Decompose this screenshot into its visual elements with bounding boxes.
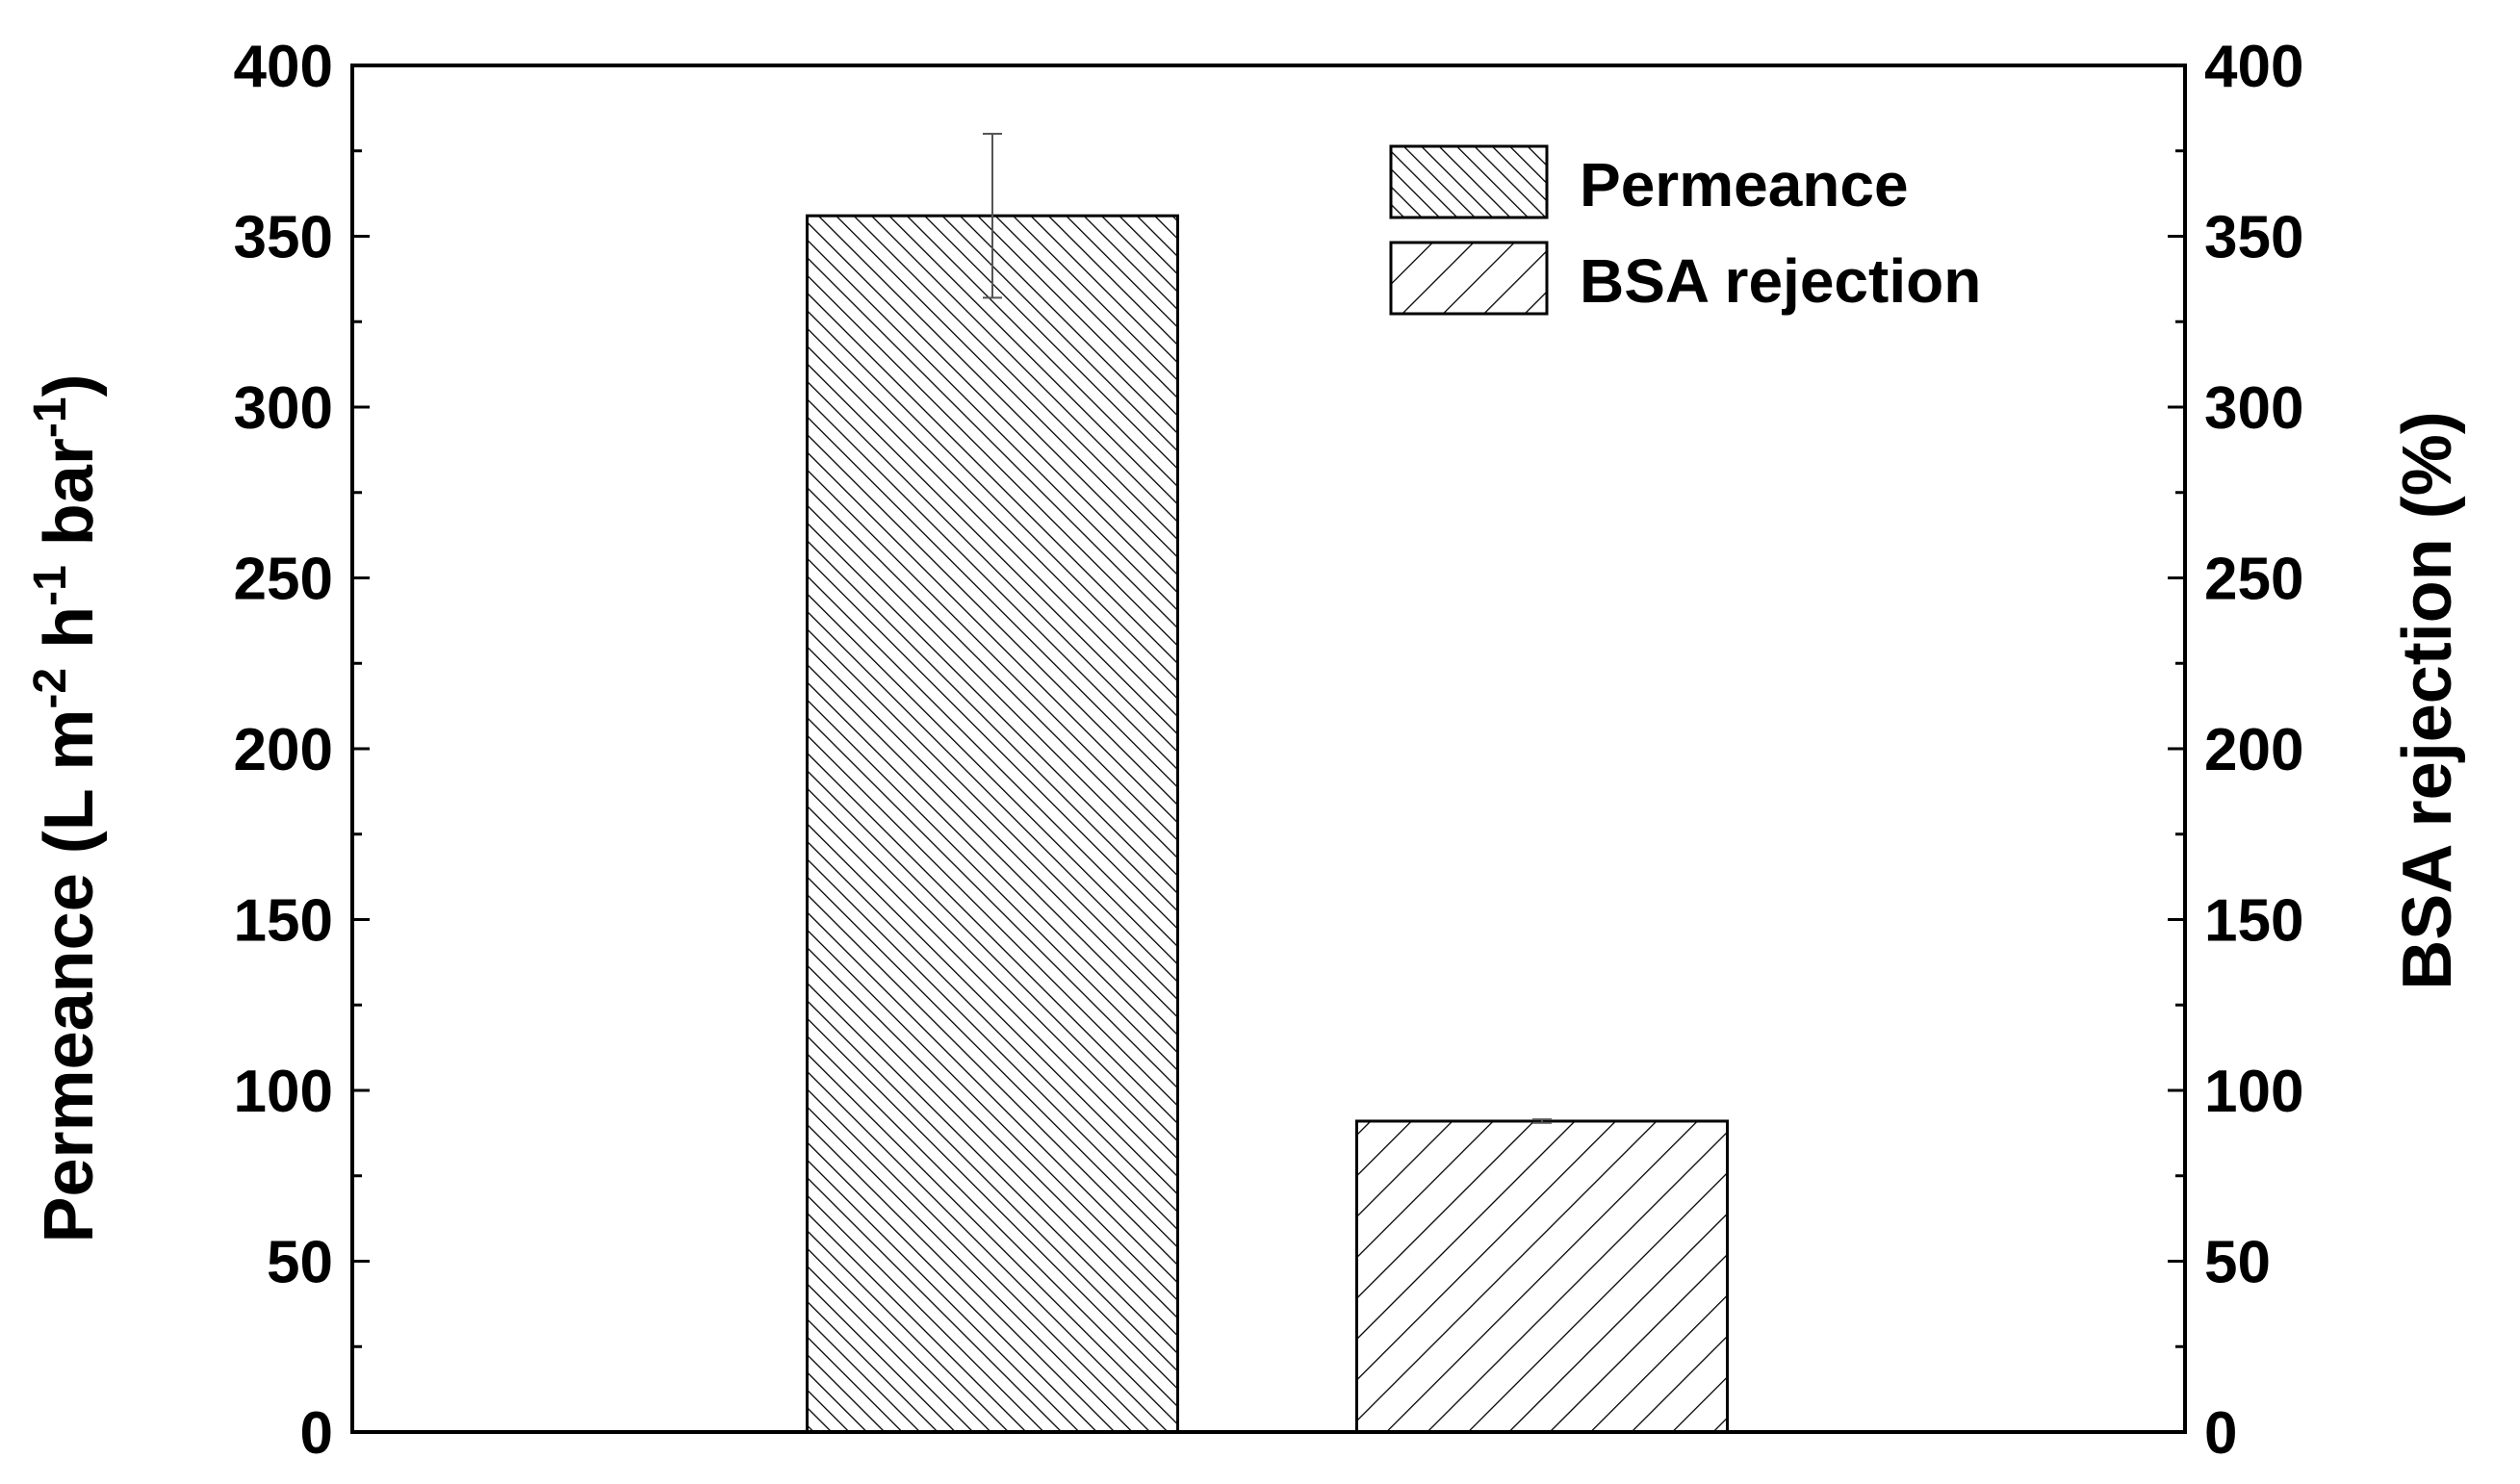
error-bars-group xyxy=(983,133,1552,1124)
left-tick-label: 350 xyxy=(234,205,333,271)
left-tick-label: 0 xyxy=(300,1400,333,1467)
legend-label-permeance: Permeance xyxy=(1580,150,1909,219)
left-axis-title: Permeance (L m-2 h-1 bar-1) xyxy=(25,373,108,1242)
legend-swatch-bsa-rejection xyxy=(1389,241,1549,316)
left-axis-ticks: 0 50 100 150 200 250 300 350 400 xyxy=(234,34,370,1467)
bars-group xyxy=(806,214,1729,1434)
left-tick-label: 150 xyxy=(234,888,333,955)
legend: Permeance BSA rejection xyxy=(1389,144,1981,316)
right-tick-label: 50 xyxy=(2204,1230,2271,1296)
right-tick-label: 250 xyxy=(2204,547,2303,613)
left-tick-label: 50 xyxy=(267,1230,333,1296)
left-tick-label: 200 xyxy=(234,717,333,783)
right-tick-label: 100 xyxy=(2204,1059,2303,1125)
right-tick-label: 200 xyxy=(2204,717,2303,783)
right-axis-title: BSA rejection (%) xyxy=(2389,411,2466,989)
left-tick-label: 250 xyxy=(234,547,333,613)
left-tick-label: 100 xyxy=(234,1059,333,1125)
left-tick-label: 300 xyxy=(234,375,333,442)
bar-bsa-rejection xyxy=(1355,1119,1729,1434)
right-tick-label: 300 xyxy=(2204,375,2303,442)
bar-permeance xyxy=(806,214,1179,1434)
right-axis-ticks: 0 50 100 150 200 250 300 350 400 xyxy=(2168,34,2303,1467)
right-tick-label: 150 xyxy=(2204,888,2303,955)
legend-swatch-permeance xyxy=(1389,144,1549,219)
legend-label-bsa-rejection: BSA rejection xyxy=(1580,246,1981,316)
right-tick-label: 350 xyxy=(2204,205,2303,271)
right-tick-label: 0 xyxy=(2204,1400,2237,1467)
right-tick-label: 400 xyxy=(2204,34,2303,100)
left-tick-label: 400 xyxy=(234,34,333,100)
